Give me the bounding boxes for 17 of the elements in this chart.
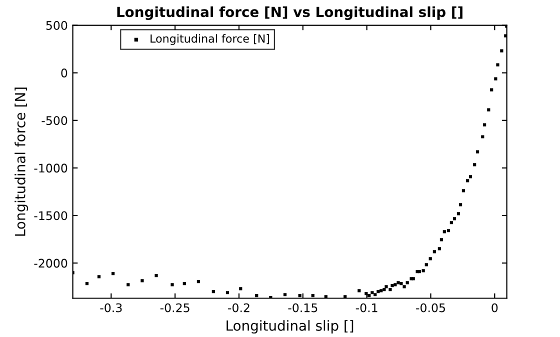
- x-tick-label: -0.05: [416, 303, 445, 312]
- y-tick-label: -1500: [34, 211, 68, 220]
- x-tick-label: -0.15: [288, 303, 318, 312]
- x-tick-label: -0.2: [228, 303, 250, 312]
- chart-title: Longitudinal force [N] vs Longitudinal slip []: [117, 6, 462, 20]
- y-tick-label: 0: [61, 68, 68, 78]
- x-tick-label: -0.25: [160, 303, 190, 312]
- x-tick-label: -0.3: [100, 303, 122, 312]
- y-tick-label: 500: [46, 21, 68, 30]
- y-tick-label: -1000: [34, 164, 68, 173]
- legend-label: Longitudinal force [N]: [150, 34, 270, 45]
- x-tick-label: -0.1: [356, 303, 378, 312]
- y-axis-title: Longitudinal force [N]: [14, 88, 28, 236]
- x-tick-label: 0: [492, 303, 498, 312]
- y-tick-label: -2000: [34, 258, 68, 268]
- y-tick-label: -500: [42, 116, 68, 126]
- x-axis-title: Longitudinal slip []: [226, 320, 354, 334]
